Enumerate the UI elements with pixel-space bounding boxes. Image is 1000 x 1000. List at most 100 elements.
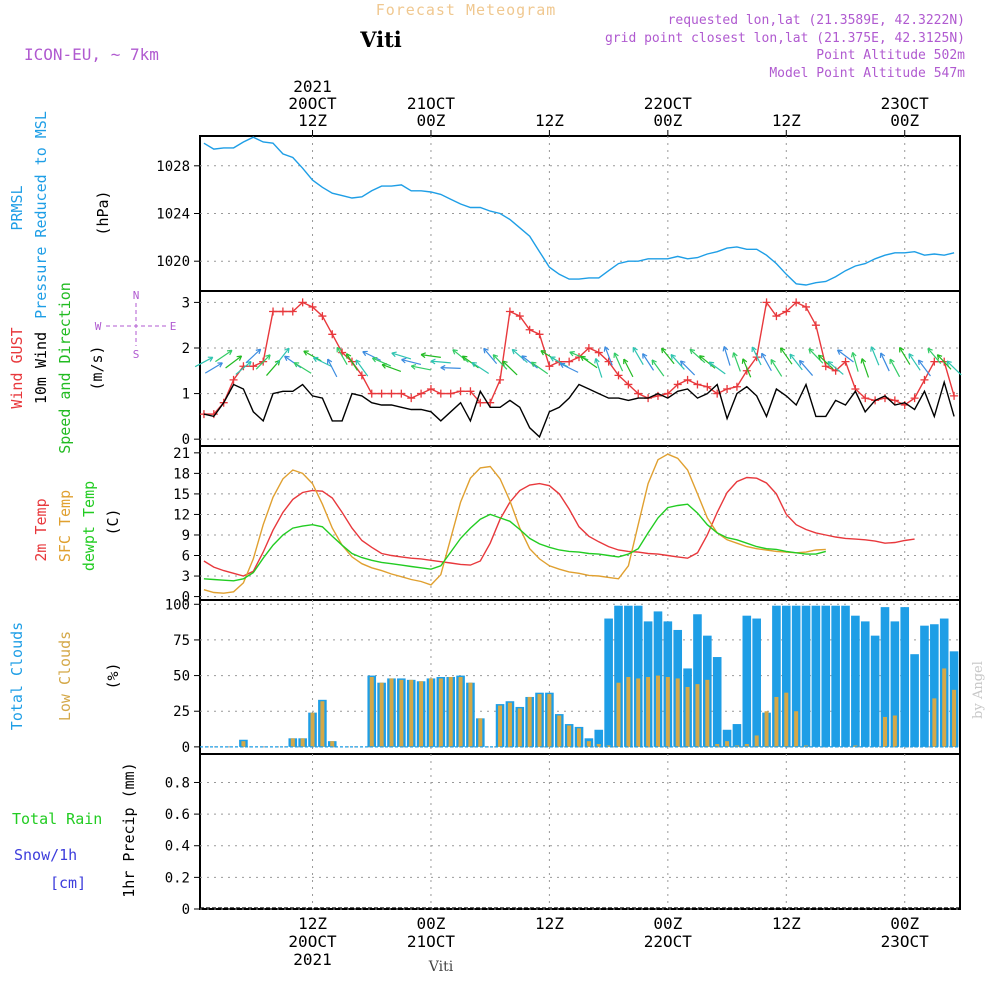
bottom-time-label: 20OCT <box>288 932 337 951</box>
wind-arrow <box>276 347 290 365</box>
wind-arrow-head <box>927 347 933 354</box>
gust-marker <box>732 382 741 391</box>
bottom-time-label: 00Z <box>653 914 682 933</box>
pressure-series-0 <box>203 136 955 286</box>
low-cloud-bar <box>646 677 651 747</box>
total-cloud-bar <box>594 729 604 747</box>
wind-arrow <box>530 361 549 375</box>
wind-arrow-head <box>207 356 214 362</box>
wind-arrow-head <box>371 356 378 363</box>
total-cloud-bar <box>890 621 900 747</box>
wind-arrow <box>852 352 859 372</box>
wind-arrow <box>595 358 603 378</box>
wind-ylabel-gust: Wind GUST <box>8 327 26 408</box>
gust-marker <box>861 394 870 403</box>
chart-title: Forecast Meteogram <box>376 1 557 19</box>
gust-marker <box>614 371 623 380</box>
temperature-ytick-label: 21 <box>173 446 190 462</box>
wind-arrow-head <box>689 348 696 355</box>
wind-arrow-head <box>236 355 243 361</box>
wind-arrow <box>908 353 921 371</box>
gust-marker <box>950 391 959 400</box>
legend-snow: Snow/1h <box>14 846 77 864</box>
pressure-ylabel-2: Pressure Reduced to MSL <box>32 111 50 319</box>
precip-ylabel: 1hr Precip (mm) <box>120 762 138 897</box>
wind-arrow-head <box>362 350 368 357</box>
low-cloud-bar <box>537 694 542 747</box>
top-time-label: 00Z <box>417 111 446 130</box>
clouds-ylabel-unit: (%) <box>104 662 122 689</box>
wind-arrow <box>732 352 741 372</box>
footer-location: Viti <box>428 959 454 975</box>
wind-arrow <box>355 359 369 377</box>
low-cloud-bar <box>369 677 374 747</box>
wind-arrow-head <box>511 348 518 355</box>
temperature-ytick-label: 9 <box>182 528 190 544</box>
low-cloud-bar <box>675 678 680 747</box>
wind-arrow-head <box>741 358 748 364</box>
low-cloud-bar <box>547 694 552 747</box>
wind-arrow <box>661 347 675 365</box>
precipitation-frame <box>199 753 961 910</box>
wind-arrow <box>346 353 358 371</box>
gust-marker <box>663 389 672 398</box>
wind-arrow <box>789 353 803 371</box>
wind-ytick-label: 1 <box>182 387 190 403</box>
gust-marker <box>594 348 603 357</box>
top-time-label: 00Z <box>890 111 919 130</box>
low-cloud-bar <box>399 679 404 747</box>
wind-arrow <box>689 348 706 364</box>
wind-arrow <box>483 347 498 365</box>
total-cloud-bar <box>910 654 919 747</box>
temperature-series-1 <box>203 453 826 594</box>
compass-rose: N W E S <box>95 289 177 361</box>
wind-arrow-head <box>761 352 767 359</box>
wind-arrow-head <box>708 361 715 367</box>
total-cloud-bar <box>831 605 840 747</box>
temperature-ytick-label: 12 <box>173 507 190 523</box>
gust-marker <box>308 302 317 311</box>
wind-arrow-head <box>327 358 333 365</box>
wind-arrow-head <box>355 359 361 365</box>
total-cloud-bar <box>742 615 752 747</box>
total-cloud-bar <box>614 605 623 747</box>
wind-arrow-head <box>679 360 686 366</box>
gust-marker <box>377 389 386 398</box>
clouds-ytick-label: 75 <box>173 633 190 649</box>
gust-marker <box>525 325 534 334</box>
gust-marker <box>387 389 396 398</box>
low-cloud-bar <box>567 725 572 747</box>
wind-arrow <box>245 348 262 364</box>
temp-ylabel-2m: 2m Temp <box>32 498 50 561</box>
wind-arrow <box>521 355 538 369</box>
low-cloud-bar <box>478 718 483 747</box>
gust-marker <box>476 398 485 407</box>
wind-arrow-head <box>492 354 499 360</box>
watermark: by Angel <box>971 661 986 719</box>
low-cloud-bar <box>764 711 769 747</box>
bottom-time-label: 00Z <box>417 914 446 933</box>
wind-arrow-head <box>613 352 619 358</box>
wind-arrow <box>452 349 469 363</box>
bottom-time-label: 23OCT <box>881 932 930 951</box>
wind-arrow <box>225 355 242 369</box>
temperature-series-0 <box>203 476 915 577</box>
wind-arrow-head <box>483 347 489 354</box>
temperature-ytick-label: 0 <box>182 590 190 606</box>
bottom-time-label: 00Z <box>890 914 919 933</box>
precipitation-ytick-label: 0.8 <box>165 775 190 791</box>
pressure-ytick-label: 1024 <box>156 207 190 223</box>
wind-arrow <box>492 354 508 370</box>
low-cloud-bar <box>577 728 582 747</box>
gust-marker <box>505 307 514 316</box>
wind-arrow <box>604 346 613 366</box>
wind-arrow-head <box>430 358 436 365</box>
wind-arrow-head <box>440 364 446 371</box>
wind-arrow-head <box>603 346 610 352</box>
wind-arrow-head <box>226 349 233 356</box>
low-cloud-bar <box>932 698 937 747</box>
gust-marker <box>515 312 524 321</box>
total-cloud-bar <box>693 614 702 747</box>
